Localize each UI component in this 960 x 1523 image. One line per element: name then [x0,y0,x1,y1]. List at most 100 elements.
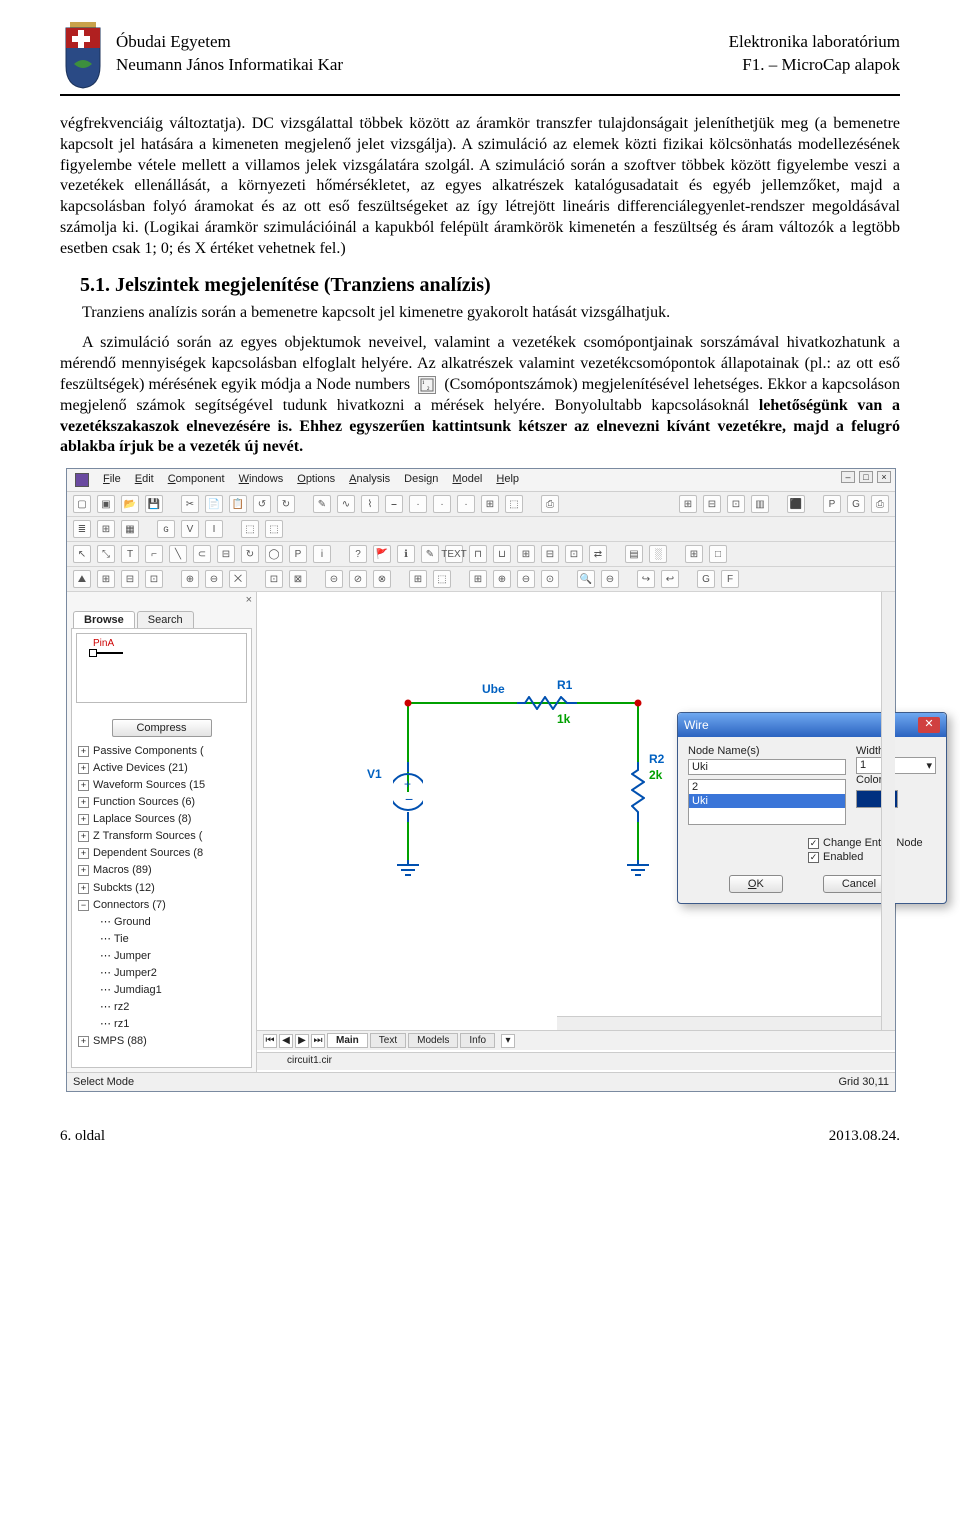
toolbar-button[interactable]: ⊞ [469,570,487,588]
toolbar-button[interactable]: ⊡ [265,570,283,588]
toolbar-button[interactable]: ⬚ [505,495,523,513]
menu-design[interactable]: Design [404,473,438,487]
toolbar-button[interactable]: i [313,545,331,563]
toolbar-button[interactable]: ⊖ [517,570,535,588]
toolbar-button[interactable]: ⊞ [517,545,535,563]
toolbar-button[interactable]: 🚩 [373,545,391,563]
toolbar-button[interactable]: ? [349,545,367,563]
tabnav-next-icon[interactable]: ▶ [295,1034,309,1048]
menu-analysis[interactable]: Analysis [349,473,390,487]
tabnav-first-icon[interactable]: ⏮ [263,1034,277,1048]
toolbar-button[interactable]: ⌐ [145,545,163,563]
canvas-vscrollbar[interactable] [881,592,895,1030]
canvas-tab-info[interactable]: Info [460,1033,495,1048]
tree-leaf[interactable]: ⋯ Tie [78,931,247,948]
tree-node[interactable]: +Laplace Sources (8) [78,811,247,828]
toolbar-button[interactable]: ⊞ [409,570,427,588]
toolbar-button[interactable]: ɢ [157,520,175,538]
check-enabled[interactable]: ✓Enabled [808,851,936,863]
toolbar-button[interactable]: I [205,520,223,538]
tree-leaf[interactable]: ⋯ Jumper [78,948,247,965]
toolbar-button[interactable]: ⊔ [493,545,511,563]
maximize-button[interactable]: □ [859,471,873,483]
toolbar-button[interactable]: ⤡ [97,545,115,563]
toolbar-button[interactable]: ⊡ [727,495,745,513]
toolbar-button[interactable]: T [121,545,139,563]
wire-v1-bottom[interactable] [407,822,409,862]
toolbar-button[interactable]: ∿ [337,495,355,513]
nodename-input[interactable]: Uki [688,759,846,775]
menu-component[interactable]: Component [168,473,225,487]
tree-node[interactable]: +Passive Components ( [78,743,247,760]
tree-node[interactable]: −Connectors (7) [78,897,247,914]
toolbar-button[interactable]: ⊞ [97,520,115,538]
list-item[interactable]: Uki [689,794,845,808]
tree-node[interactable]: +Active Devices (21) [78,760,247,777]
toolbar-button[interactable]: ⊟ [541,545,559,563]
tree-leaf[interactable]: ⋯ Jumper2 [78,965,247,982]
close-button[interactable]: × [877,471,891,483]
toolbar-button[interactable]: P [289,545,307,563]
toolbar-button[interactable]: ⊕ [493,570,511,588]
tree-leaf[interactable]: ⋯ rz2 [78,999,247,1016]
canvas-hscrollbar[interactable] [557,1016,881,1030]
wire-r2-top[interactable] [637,702,639,762]
menu-windows[interactable]: Windows [239,473,284,487]
toolbar-button[interactable]: · [433,495,451,513]
toolbar-button[interactable]: ↪ [637,570,655,588]
toolbar-button[interactable]: ⬚ [265,520,283,538]
menu-file[interactable]: File [103,473,121,487]
toolbar-button[interactable]: ░ [649,545,667,563]
tree-node[interactable]: +Function Sources (6) [78,794,247,811]
toolbar-button[interactable]: ↩ [661,570,679,588]
toolbar-button[interactable]: ⬚ [241,520,259,538]
toolbar-button[interactable]: ⊖ [601,570,619,588]
toolbar-button[interactable]: ↻ [241,545,259,563]
toolbar-button[interactable]: ▤ [625,545,643,563]
toolbar-button[interactable]: ⊞ [481,495,499,513]
toolbar-button[interactable]: ⊖ [205,570,223,588]
toolbar-button[interactable]: ⇄ [589,545,607,563]
tabnav-last-icon[interactable]: ⏭ [311,1034,325,1048]
canvas-tab-main[interactable]: Main [327,1033,368,1048]
toolbar-button[interactable]: ✂ [181,495,199,513]
toolbar-button[interactable]: G [697,570,715,588]
toolbar-button[interactable]: 📋 [229,495,247,513]
toolbar-button[interactable]: ✎ [421,545,439,563]
tree-node[interactable]: +Waveform Sources (15 [78,777,247,794]
tree-node[interactable]: +Z Transform Sources ( [78,828,247,845]
tree-leaf[interactable]: ⋯ Ground [78,914,247,931]
toolbar-button[interactable]: · [409,495,427,513]
tree-node[interactable]: +Subckts (12) [78,880,247,897]
toolbar-button[interactable]: ⨉ [229,570,247,588]
toolbar-button[interactable]: G [847,495,865,513]
toolbar-button[interactable]: ⊝ [325,570,343,588]
toolbar-button[interactable]: ⊡ [145,570,163,588]
wire-r2-bottom[interactable] [637,822,639,862]
toolbar-button[interactable]: ⊟ [121,570,139,588]
toolbar-button[interactable]: ℹ [397,545,415,563]
toolbar-button[interactable]: ⊞ [679,495,697,513]
width-select[interactable]: 1▾ [856,757,936,774]
tree-node[interactable]: +SMPS (88) [78,1033,247,1050]
toolbar-button[interactable]: ◯ [265,545,283,563]
toolbar-button[interactable]: ⛰ [73,570,91,588]
check-change-entire-node[interactable]: ✓Change Entire Node [808,837,936,849]
toolbar-button[interactable]: ↺ [253,495,271,513]
toolbar-button[interactable]: ⎯ [385,495,403,513]
toolbar-button[interactable]: ⊘ [349,570,367,588]
toolbar-button[interactable]: V [181,520,199,538]
schematic-canvas[interactable]: Ube R1 1k R2 2k V1 + − [257,592,895,1072]
toolbar-button[interactable]: 📂 [121,495,139,513]
tab-scroll-icon[interactable]: ▾ [501,1034,515,1048]
canvas-tab-text[interactable]: Text [370,1033,406,1048]
toolbar-button[interactable]: F [721,570,739,588]
toolbar-button[interactable]: ⎙ [541,495,559,513]
compress-button[interactable]: Compress [112,719,212,737]
toolbar-button[interactable]: ⊟ [703,495,721,513]
toolbar-button[interactable]: ⊞ [97,570,115,588]
toolbar-button[interactable]: ↻ [277,495,295,513]
toolbar-button[interactable]: ⊕ [181,570,199,588]
tab-browse[interactable]: Browse [73,611,135,628]
dialog-close-button[interactable]: ✕ [918,717,940,733]
